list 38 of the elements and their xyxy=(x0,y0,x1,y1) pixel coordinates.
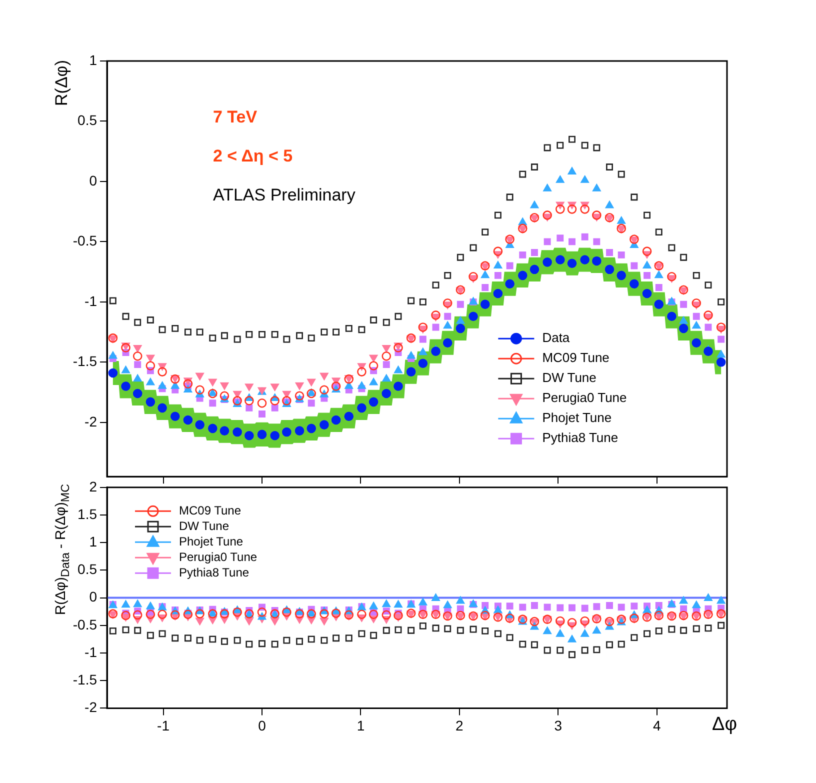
y-tick-label: 0 xyxy=(89,588,98,605)
x-tick-label: -1 xyxy=(157,717,170,734)
x-tick-label: 3 xyxy=(554,717,562,734)
y-tick-label: -1 xyxy=(84,292,98,309)
legend-label: Pythia8 Tune xyxy=(542,430,618,446)
y-axis-title: R(Δφ) xyxy=(52,60,72,106)
legend-label: DW Tune xyxy=(179,518,230,533)
y-tick-label: 1 xyxy=(89,52,98,68)
x-tick-label: 0 xyxy=(258,717,266,734)
y-tick-label: -2 xyxy=(84,699,98,716)
y-tick-label: -1 xyxy=(84,644,98,660)
legend-label: MC09 Tune xyxy=(179,503,242,518)
x-tick-label: 1 xyxy=(356,717,365,734)
y-tick-label: -0.5 xyxy=(72,616,98,632)
y-tick-label: -1.5 xyxy=(72,671,98,688)
legend-label: Phojet Tune xyxy=(542,410,612,426)
legend-label: Perugia0 Tune xyxy=(179,550,258,564)
annotation: ATLAS Preliminary xyxy=(213,186,356,205)
y-tick-label: 1 xyxy=(89,533,98,550)
y-tick-label: -2 xyxy=(84,413,98,430)
y-tick-label: 1.5 xyxy=(78,506,98,522)
legend-label: Data xyxy=(542,330,570,346)
y-tick-label: 0.5 xyxy=(78,561,98,578)
annotation: 7 TeV xyxy=(213,108,258,127)
legend-label: Pythia8 Tune xyxy=(179,565,250,580)
legend-label: Perugia0 Tune xyxy=(542,390,627,406)
x-tick-label: 4 xyxy=(653,717,662,734)
y-tick-label: -0.5 xyxy=(72,232,98,249)
y-tick-label: -1.5 xyxy=(72,353,98,370)
legend-label: MC09 Tune xyxy=(542,350,610,366)
annotation: 2 < Δη < 5 xyxy=(213,146,293,166)
y-tick-label: 0.5 xyxy=(78,112,98,128)
legend-label: DW Tune xyxy=(542,370,596,386)
legend-label: Phojet Tune xyxy=(179,534,244,548)
x-axis-title: Δφ xyxy=(712,714,738,736)
y-tick-label: 2 xyxy=(89,478,98,494)
x-tick-label: 2 xyxy=(456,717,464,734)
y-tick-label: 0 xyxy=(89,172,98,188)
